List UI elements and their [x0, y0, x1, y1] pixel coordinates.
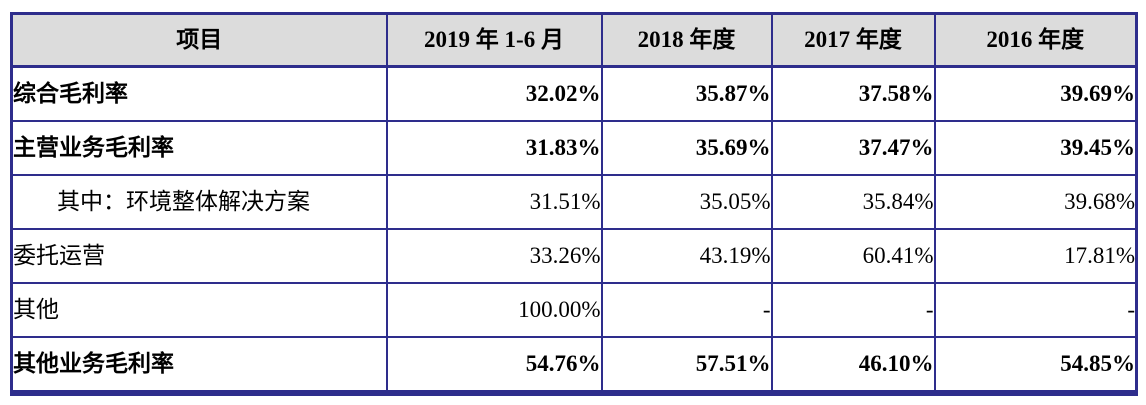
cell-value: 31.51% [385, 174, 603, 230]
table-row: 其他业务毛利率 54.76% 57.51% 46.10% 54.85% [10, 336, 1138, 394]
row-label: 综合毛利率 [10, 65, 388, 122]
cell-value: 35.84% [770, 174, 936, 230]
column-header-item: 项目 [10, 12, 388, 68]
cell-value: 54.85% [933, 336, 1138, 394]
cell-value: 37.58% [770, 65, 936, 122]
column-header-2019h1: 2019 年 1-6 月 [385, 12, 603, 68]
table-row: 其中：环境整体解决方案 31.51% 35.05% 35.84% 39.68% [10, 174, 1138, 230]
table-header-row: 项目 2019 年 1-6 月 2018 年度 2017 年度 2016 年度 [10, 12, 1138, 68]
cell-value: 35.05% [600, 174, 773, 230]
cell-value: 35.87% [600, 65, 773, 122]
row-label: 委托运营 [10, 228, 388, 284]
cell-value: 35.69% [600, 120, 773, 176]
row-label: 其他 [10, 282, 388, 338]
cell-value: 31.83% [385, 120, 603, 176]
cell-value: 39.45% [933, 120, 1138, 176]
table-row: 主营业务毛利率 31.83% 35.69% 37.47% 39.45% [10, 120, 1138, 176]
cell-value: 32.02% [385, 65, 603, 122]
cell-value: 60.41% [770, 228, 936, 284]
row-label: 其他业务毛利率 [10, 336, 388, 394]
table-row: 其他 100.00% - - - [10, 282, 1138, 338]
row-label: 主营业务毛利率 [10, 120, 388, 176]
cell-value: - [770, 282, 936, 338]
cell-value: 17.81% [933, 228, 1138, 284]
cell-value: 33.26% [385, 228, 603, 284]
column-header-2016: 2016 年度 [933, 12, 1138, 68]
cell-value: - [933, 282, 1138, 338]
cell-value: 46.10% [770, 336, 936, 394]
cell-value: 37.47% [770, 120, 936, 176]
gross-margin-table: 项目 2019 年 1-6 月 2018 年度 2017 年度 2016 年度 … [10, 12, 1138, 396]
cell-value: - [600, 282, 773, 338]
table-row: 委托运营 33.26% 43.19% 60.41% 17.81% [10, 228, 1138, 284]
row-label: 其中：环境整体解决方案 [10, 174, 388, 230]
column-header-2018: 2018 年度 [600, 12, 773, 68]
cell-value: 39.69% [933, 65, 1138, 122]
cell-value: 39.68% [933, 174, 1138, 230]
cell-value: 100.00% [385, 282, 603, 338]
cell-value: 57.51% [600, 336, 773, 394]
table-row: 综合毛利率 32.02% 35.87% 37.58% 39.69% [10, 65, 1138, 122]
cell-value: 54.76% [385, 336, 603, 394]
column-header-2017: 2017 年度 [770, 12, 936, 68]
cell-value: 43.19% [600, 228, 773, 284]
